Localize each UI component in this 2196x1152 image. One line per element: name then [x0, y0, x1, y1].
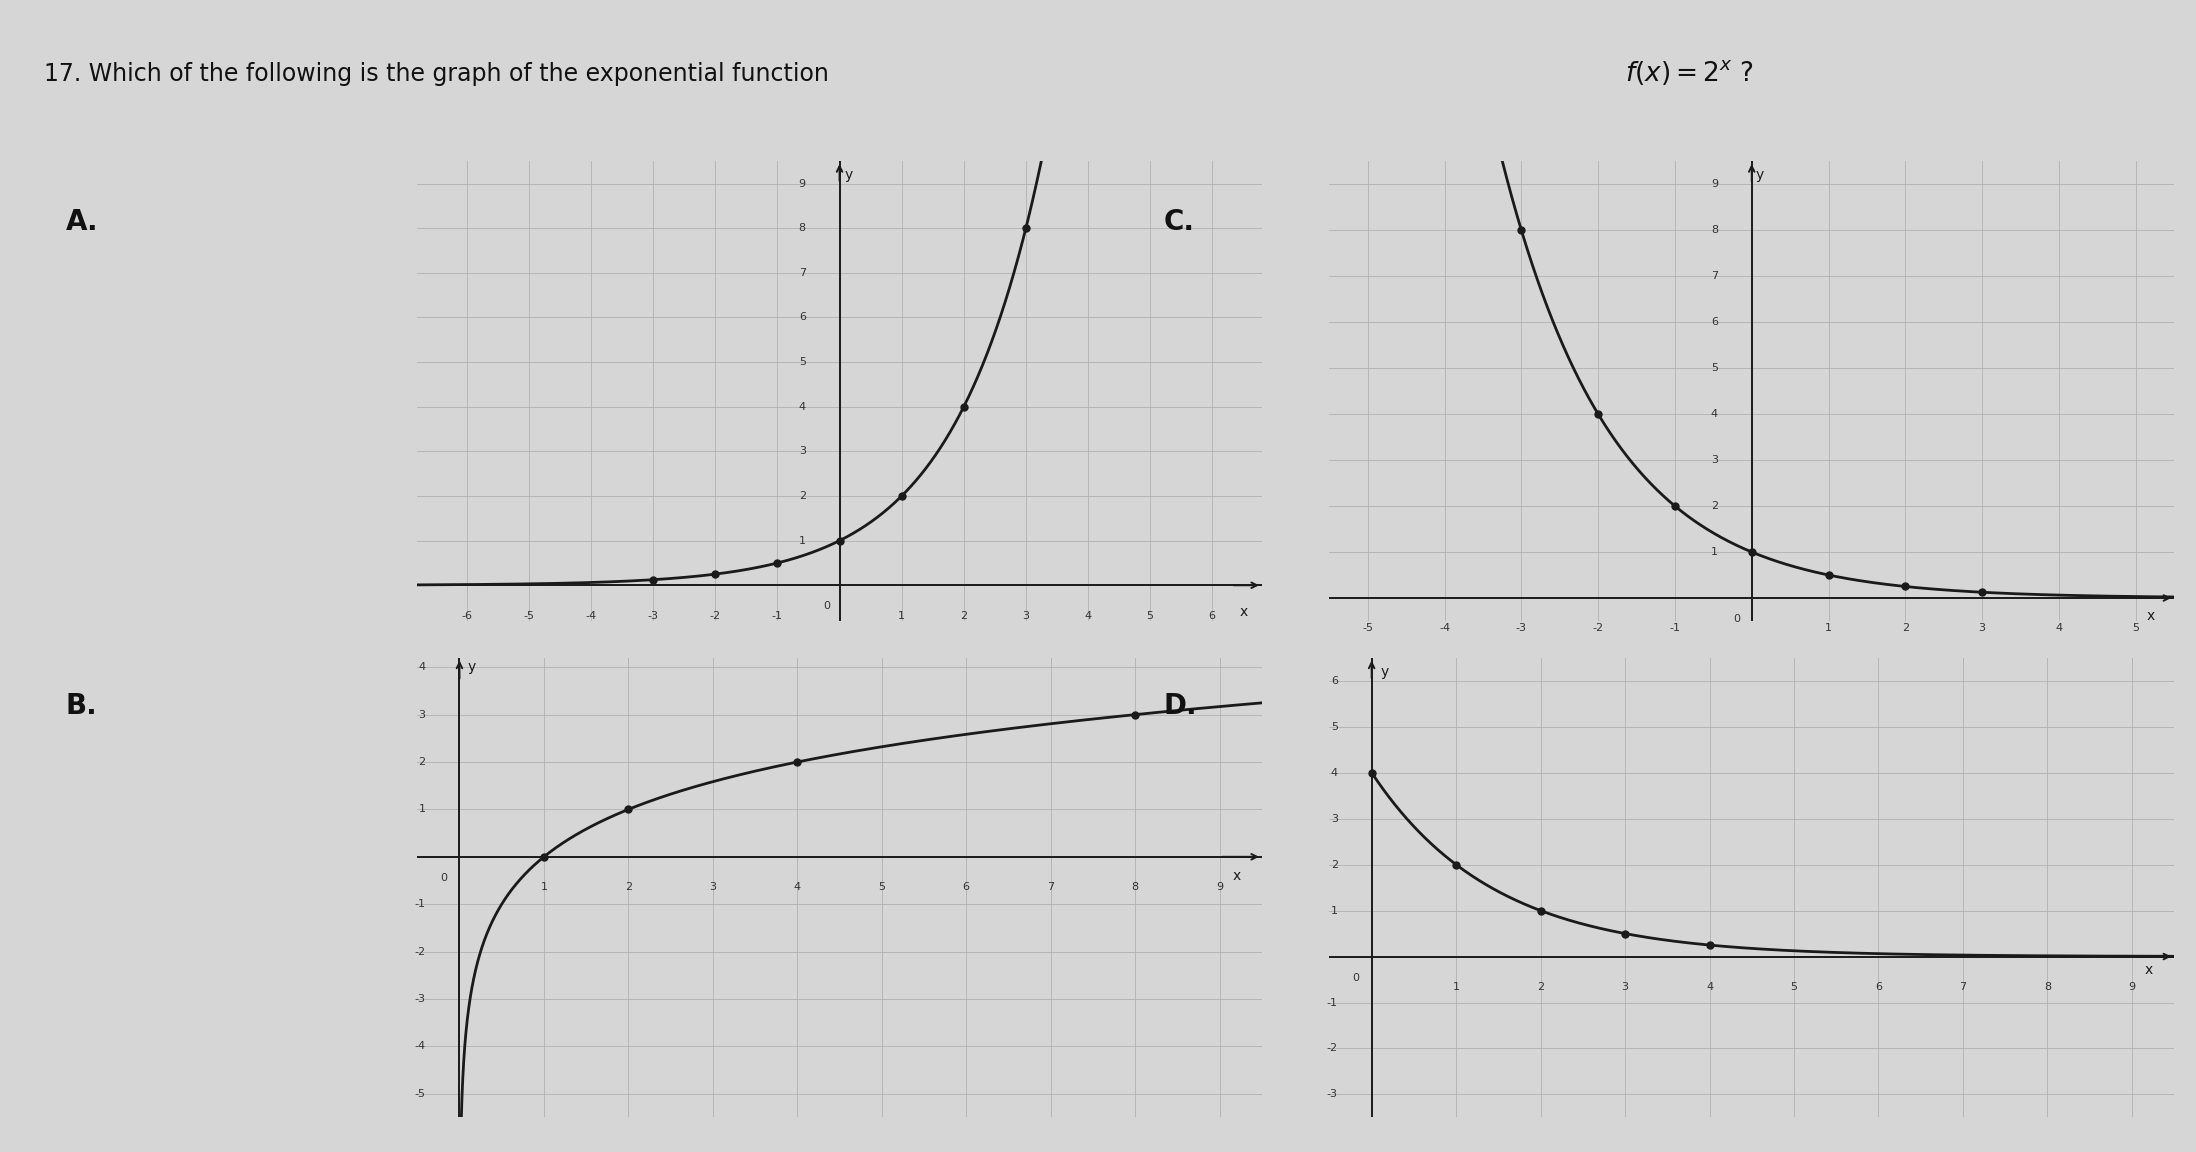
Text: 1: 1 — [1711, 547, 1717, 558]
Text: 4: 4 — [1331, 767, 1337, 778]
Text: 0: 0 — [1353, 972, 1359, 983]
Text: 2: 2 — [1902, 623, 1908, 634]
Text: 4: 4 — [1711, 409, 1717, 419]
Text: -2: -2 — [415, 947, 426, 956]
Text: y: y — [468, 660, 477, 674]
Text: 2: 2 — [419, 757, 426, 767]
Text: 8: 8 — [1711, 226, 1717, 235]
Text: 5: 5 — [2132, 623, 2139, 634]
Text: D.: D. — [1164, 692, 1197, 720]
Text: -1: -1 — [1669, 623, 1680, 634]
Text: x: x — [2145, 963, 2152, 977]
Text: 0: 0 — [824, 601, 830, 611]
Text: -5: -5 — [415, 1089, 426, 1099]
Text: 4: 4 — [799, 402, 806, 411]
Text: -3: -3 — [415, 994, 426, 1003]
Text: -6: -6 — [461, 611, 472, 621]
Text: 5: 5 — [1790, 982, 1799, 992]
Text: $f(x) = 2^x$ ?: $f(x) = 2^x$ ? — [1625, 58, 1755, 86]
Text: y: y — [1381, 665, 1388, 679]
Text: -2: -2 — [1592, 623, 1603, 634]
Text: -2: -2 — [709, 611, 720, 621]
Text: 9: 9 — [1217, 882, 1223, 892]
Text: 4: 4 — [2055, 623, 2062, 634]
Text: 5: 5 — [1146, 611, 1153, 621]
Text: 6: 6 — [1208, 611, 1217, 621]
Text: 7: 7 — [1959, 982, 1965, 992]
Text: x: x — [1239, 605, 1247, 619]
Text: 1: 1 — [419, 804, 426, 814]
Text: -1: -1 — [415, 900, 426, 909]
Text: -1: -1 — [773, 611, 784, 621]
Text: 3: 3 — [1979, 623, 1985, 634]
Text: y: y — [845, 168, 852, 182]
Text: 3: 3 — [799, 446, 806, 456]
Text: 4: 4 — [1706, 982, 1713, 992]
Text: 3: 3 — [1331, 813, 1337, 824]
Text: 6: 6 — [1711, 317, 1717, 327]
Text: -3: -3 — [1326, 1090, 1337, 1099]
Text: 2: 2 — [1331, 859, 1337, 870]
Text: 7: 7 — [1047, 882, 1054, 892]
Text: x: x — [1232, 869, 1241, 882]
Text: -3: -3 — [1515, 623, 1526, 634]
Text: 3: 3 — [1023, 611, 1030, 621]
Text: 8: 8 — [2044, 982, 2051, 992]
Text: 5: 5 — [799, 357, 806, 367]
Text: C.: C. — [1164, 209, 1195, 236]
Text: 9: 9 — [2128, 982, 2135, 992]
Text: A.: A. — [66, 209, 99, 236]
Text: -4: -4 — [586, 611, 597, 621]
Text: 8: 8 — [799, 223, 806, 233]
Text: 0: 0 — [1733, 614, 1739, 624]
Text: 3: 3 — [1711, 455, 1717, 465]
Text: 1: 1 — [540, 882, 547, 892]
Text: -4: -4 — [415, 1041, 426, 1052]
Text: 7: 7 — [799, 268, 806, 278]
Text: 6: 6 — [799, 312, 806, 323]
Text: -5: -5 — [1362, 623, 1372, 634]
Text: 1: 1 — [1452, 982, 1460, 992]
Text: 3: 3 — [419, 710, 426, 720]
Text: 3: 3 — [1621, 982, 1629, 992]
Text: 6: 6 — [1331, 676, 1337, 685]
Text: 2: 2 — [1711, 501, 1717, 511]
Text: 1: 1 — [898, 611, 905, 621]
Text: 2: 2 — [626, 882, 632, 892]
Text: 4: 4 — [1085, 611, 1091, 621]
Text: 4: 4 — [793, 882, 802, 892]
Text: 5: 5 — [878, 882, 885, 892]
Text: -3: -3 — [648, 611, 659, 621]
Text: 2: 2 — [1537, 982, 1544, 992]
Text: 9: 9 — [799, 179, 806, 189]
Text: 9: 9 — [1711, 180, 1717, 189]
Text: 5: 5 — [1331, 721, 1337, 732]
Text: 4: 4 — [419, 662, 426, 673]
Text: -5: -5 — [523, 611, 534, 621]
Text: 0: 0 — [439, 873, 446, 884]
Text: 7: 7 — [1711, 271, 1717, 281]
Text: 8: 8 — [1131, 882, 1140, 892]
Text: 5: 5 — [1711, 363, 1717, 373]
Text: y: y — [1755, 168, 1763, 182]
Text: B.: B. — [66, 692, 97, 720]
Text: 6: 6 — [1875, 982, 1882, 992]
Text: -2: -2 — [1326, 1044, 1337, 1053]
Text: x: x — [2148, 609, 2154, 623]
Text: 17. Which of the following is the graph of the exponential function: 17. Which of the following is the graph … — [44, 62, 828, 85]
Text: -1: -1 — [1326, 998, 1337, 1008]
Text: -4: -4 — [1438, 623, 1449, 634]
Text: 3: 3 — [709, 882, 716, 892]
Text: 6: 6 — [962, 882, 971, 892]
Text: 2: 2 — [799, 491, 806, 501]
Text: 1: 1 — [799, 536, 806, 546]
Text: 1: 1 — [1331, 905, 1337, 916]
Text: 2: 2 — [960, 611, 966, 621]
Text: 1: 1 — [1825, 623, 1831, 634]
